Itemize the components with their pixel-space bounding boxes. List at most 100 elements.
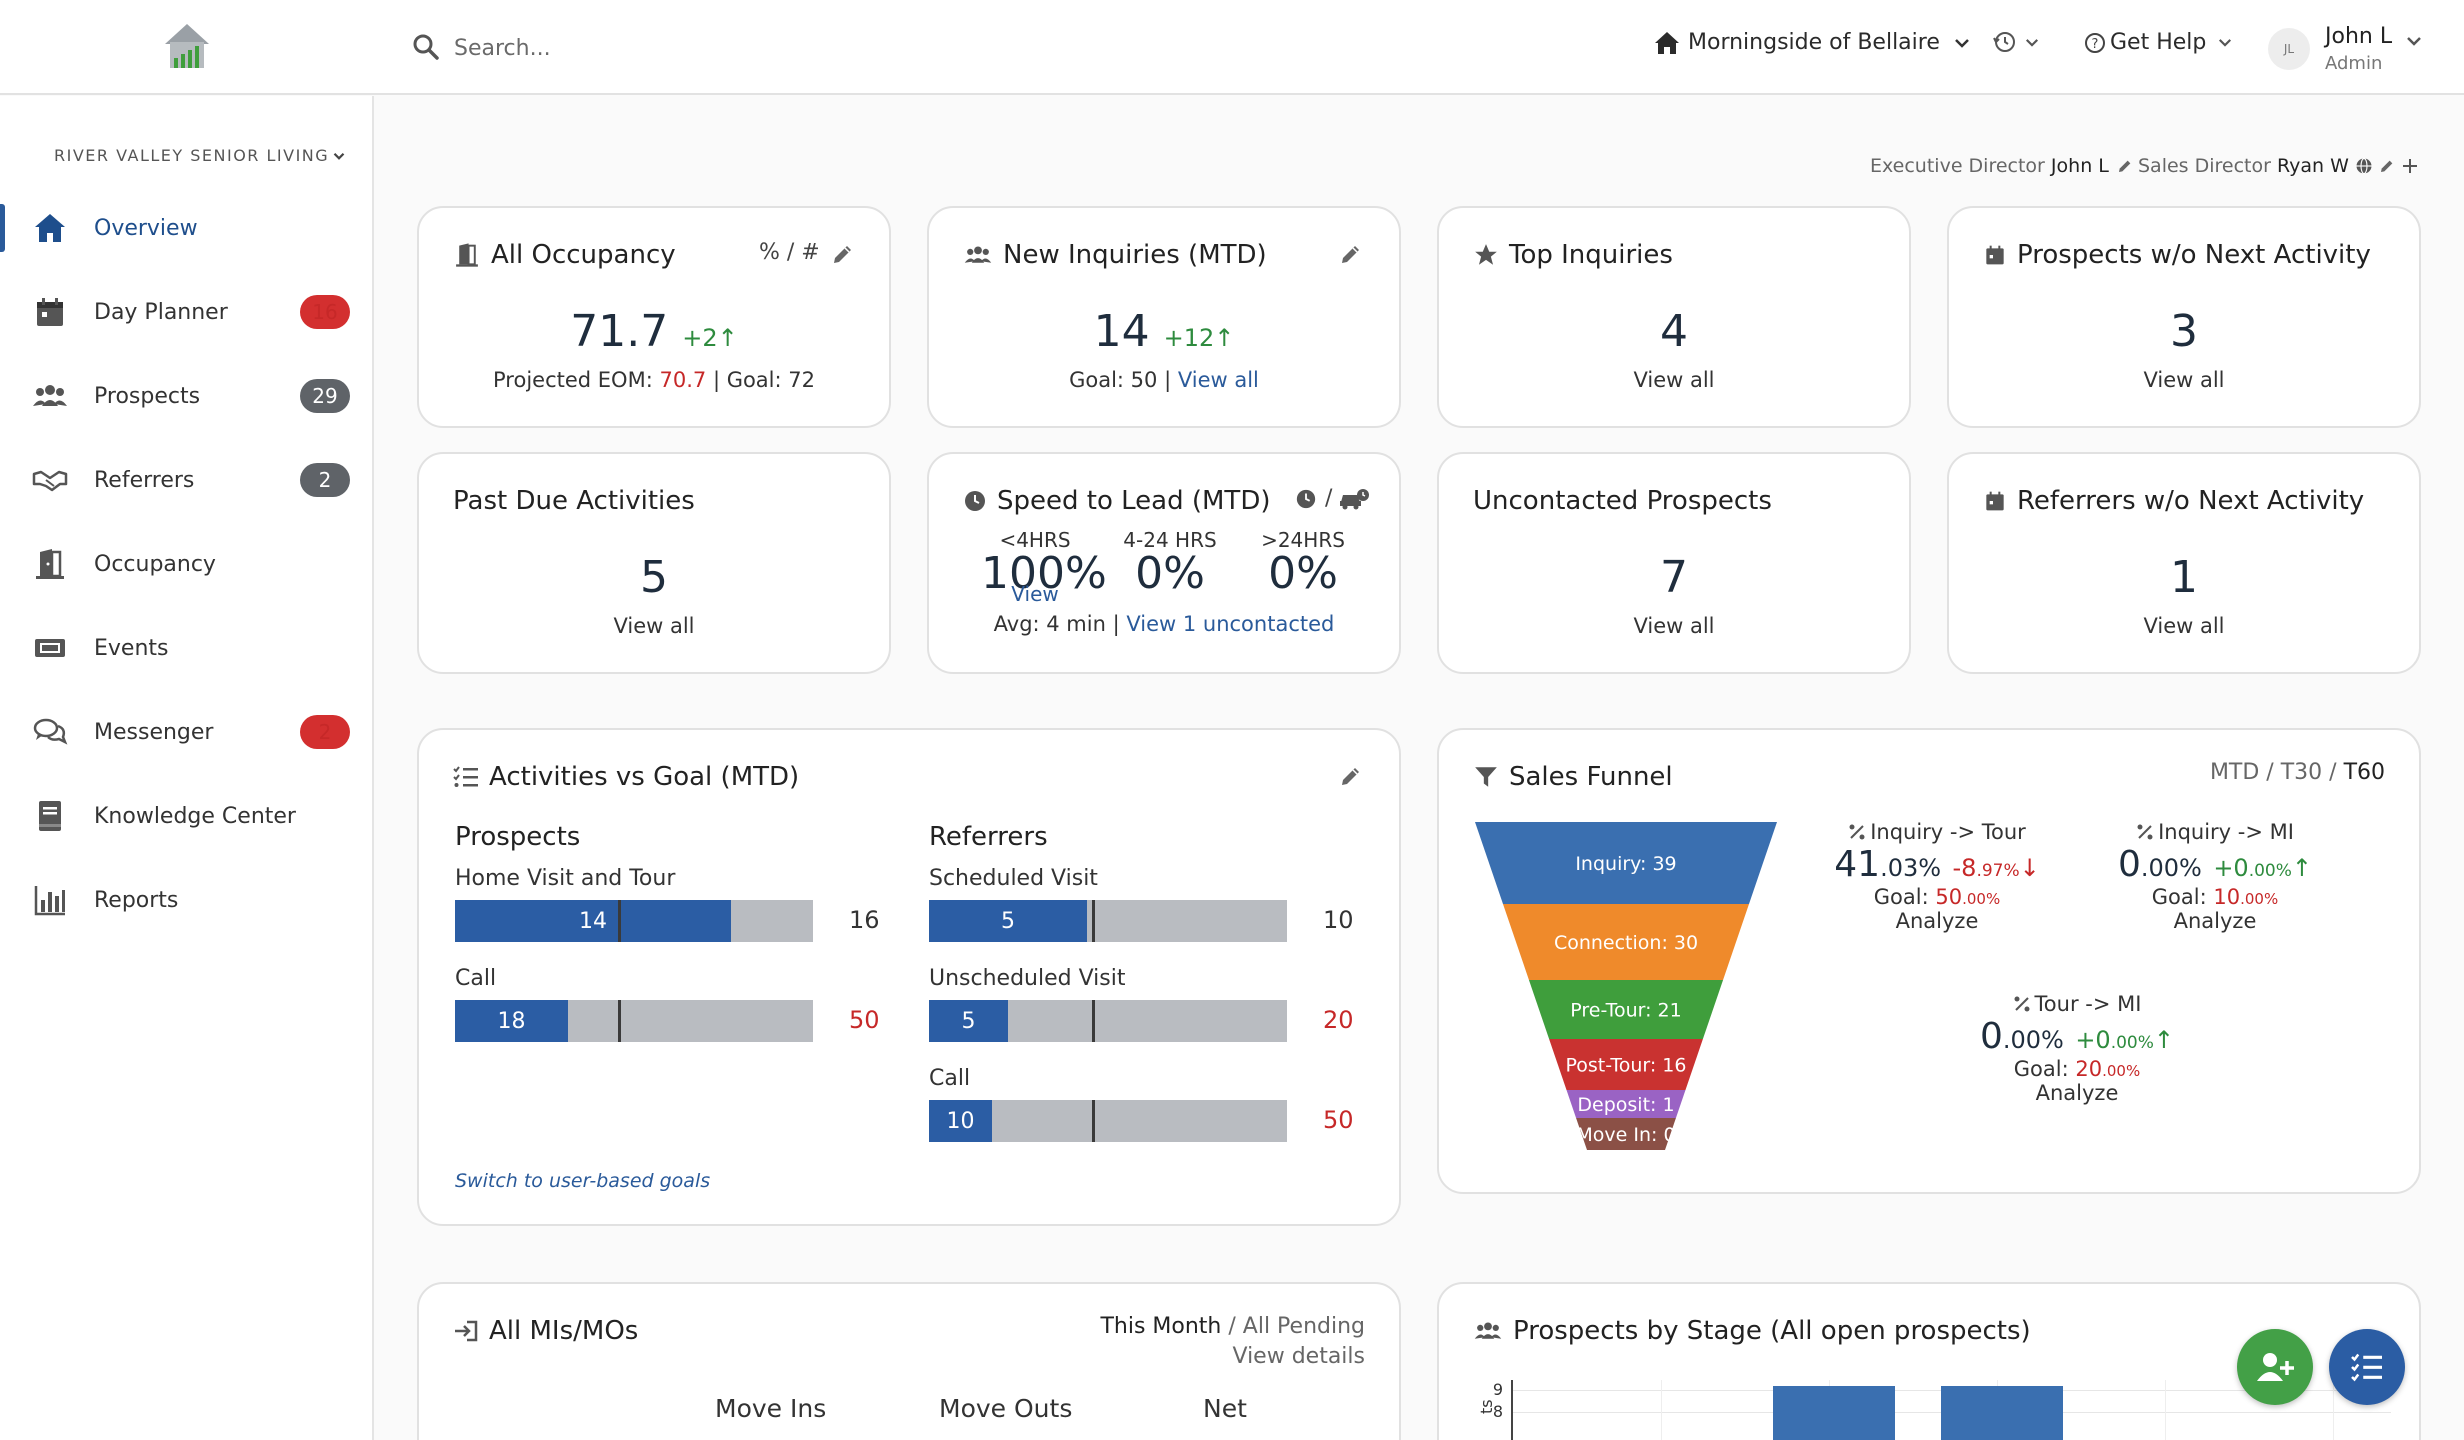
- sidebar-item-occupancy[interactable]: Occupancy: [0, 534, 372, 594]
- clock-icon[interactable]: [1295, 488, 1317, 510]
- card-past-due-activities: Past Due Activities 5 View all: [417, 452, 891, 674]
- funnel-stage[interactable]: [1566, 1090, 1686, 1118]
- sidebar-item-events[interactable]: Events: [0, 618, 372, 678]
- activity-goal-value: 16: [849, 906, 880, 934]
- mimo-this-month[interactable]: This Month: [1100, 1314, 1222, 1339]
- tasks-button[interactable]: [2329, 1329, 2405, 1405]
- sidebar-item-knowledge-center[interactable]: Knowledge Center: [0, 786, 372, 846]
- car-clock-icon[interactable]: [1339, 488, 1369, 510]
- pencil-icon[interactable]: [831, 242, 855, 266]
- prospects-no-activity-value: 3: [2170, 306, 2198, 357]
- funnel-stage[interactable]: [1576, 1118, 1676, 1150]
- switch-user-goals-link[interactable]: Switch to user-based goals: [455, 1170, 711, 1192]
- pencil-icon[interactable]: [1339, 242, 1363, 266]
- card-title: New Inquiries (MTD): [963, 240, 1267, 270]
- activity-progress-bar[interactable]: 5: [929, 1000, 1287, 1042]
- get-help-button[interactable]: ? Get Help: [2084, 30, 2232, 55]
- stage-bar[interactable]: [1941, 1386, 2063, 1440]
- stage-chart-area: 9 8: [1473, 1380, 2413, 1440]
- divider-slash: /: [1325, 486, 1333, 511]
- pencil-icon[interactable]: [1339, 764, 1363, 788]
- sidebar-item-label: Day Planner: [94, 299, 228, 325]
- activity-progress-fill: 10: [929, 1100, 992, 1142]
- mimo-all-pending[interactable]: All Pending: [1242, 1314, 1365, 1339]
- activity-progress-bar[interactable]: 10: [929, 1100, 1287, 1142]
- executive-director[interactable]: Executive Director John L: [1870, 155, 2133, 177]
- card-all-mis-mos: All MIs/MOs This Month / All Pending Vie…: [417, 1282, 1401, 1440]
- sidebar-item-day-planner[interactable]: Day Planner 16: [0, 282, 372, 342]
- door-icon: [456, 243, 478, 267]
- sidebar-item-label: Knowledge Center: [94, 803, 296, 829]
- user-name[interactable]: John L: [2325, 24, 2393, 49]
- funnel-stage-label: Inquiry: 39: [1575, 853, 1676, 875]
- inquiries-view-all-link[interactable]: View all: [1177, 368, 1259, 392]
- mimo-col-move-ins: Move Ins: [715, 1394, 827, 1423]
- funnel-stage[interactable]: [1528, 980, 1724, 1039]
- sidebar-item-prospects[interactable]: Prospects 29: [0, 366, 372, 426]
- sidebar-item-referrers[interactable]: Referrers 2: [0, 450, 372, 510]
- uncontacted-view-all-link[interactable]: View all: [1633, 614, 1715, 638]
- card-title: Uncontacted Prospects: [1473, 486, 1772, 516]
- analyze-inquiry-mi-link[interactable]: Analyze: [2173, 909, 2257, 933]
- card-prospects-no-activity: Prospects w/o Next Activity 3 View all: [1947, 206, 2421, 428]
- uncontacted-value: 7: [1660, 552, 1688, 603]
- chevron-down-icon: [333, 152, 345, 160]
- community-selector[interactable]: Morningside of Bellaire: [1654, 30, 1970, 55]
- prospects-no-activity-view-all-link[interactable]: View all: [2143, 368, 2225, 392]
- percent-count-toggle[interactable]: % / #: [759, 240, 820, 265]
- bar-chart-icon: [34, 886, 65, 916]
- home-icon: [35, 214, 65, 242]
- door-icon: [36, 549, 64, 579]
- period-mtd[interactable]: MTD: [2209, 760, 2260, 785]
- mimo-view-details-link[interactable]: View details: [1232, 1344, 1366, 1369]
- speed-view-link[interactable]: View: [1011, 582, 1059, 606]
- plus-icon[interactable]: [2402, 158, 2418, 174]
- avatar[interactable]: JL: [2268, 28, 2310, 70]
- pencil-icon[interactable]: [2379, 158, 2395, 174]
- user-plus-icon: [2257, 1353, 2294, 1381]
- sidebar-item-messenger[interactable]: Messenger 2: [0, 702, 372, 762]
- search-icon: [413, 34, 439, 60]
- top-inquiries-view-all-link[interactable]: View all: [1633, 368, 1715, 392]
- home-logo-icon[interactable]: [162, 22, 212, 72]
- conversion-inquiry-mi: Inquiry -> MI 0.00% +0.00%↑ Goal: 10.00%…: [2095, 820, 2335, 933]
- org-selector[interactable]: RIVER VALLEY SENIOR LIVING: [54, 146, 345, 165]
- card-title: Sales Funnel: [1473, 762, 1673, 792]
- sidebar-item-reports[interactable]: Reports: [0, 870, 372, 930]
- org-name: RIVER VALLEY SENIOR LIVING: [54, 146, 330, 165]
- card-title: All Occupancy: [453, 240, 676, 270]
- speed-col-under-4: <4HRS 100%: [981, 528, 1107, 599]
- funnel-stage[interactable]: [1549, 1039, 1703, 1090]
- add-prospect-button[interactable]: [2237, 1329, 2313, 1405]
- referrers-badge: 2: [300, 463, 350, 497]
- conversion-inquiry-tour: Inquiry -> Tour 41.03% -8.97%↓ Goal: 50.…: [1817, 820, 2057, 933]
- search-input[interactable]: [454, 28, 954, 68]
- analyze-inquiry-tour-link[interactable]: Analyze: [1895, 909, 1979, 933]
- sidebar-item-overview[interactable]: Overview: [0, 198, 372, 258]
- prospects-badge: 29: [300, 379, 350, 413]
- funnel-stage[interactable]: [1475, 822, 1777, 904]
- activity-progress-bar[interactable]: 18: [455, 1000, 813, 1042]
- past-due-view-all-link[interactable]: View all: [613, 614, 695, 638]
- chevron-down-icon[interactable]: [2406, 36, 2422, 46]
- pencil-icon[interactable]: [2117, 158, 2133, 174]
- activity-progress-bar[interactable]: 5: [929, 900, 1287, 942]
- analyze-tour-mi-link[interactable]: Analyze: [2035, 1081, 2119, 1105]
- view-uncontacted-link[interactable]: View 1 uncontacted: [1126, 612, 1335, 636]
- activity-goal-value: 50: [1323, 1106, 1354, 1134]
- percent-icon: [2014, 996, 2030, 1012]
- svg-text:?: ?: [2092, 37, 2099, 52]
- funnel-stage[interactable]: [1503, 904, 1749, 980]
- activity-label: Scheduled Visit: [929, 866, 1098, 891]
- period-toggle: MTD / T30 / T60: [2209, 760, 2385, 785]
- history-button[interactable]: [1993, 30, 2039, 54]
- period-t30[interactable]: T30: [2280, 760, 2323, 785]
- stage-bar[interactable]: [1773, 1386, 1895, 1440]
- funnel-stage-label: Deposit: 1: [1577, 1094, 1674, 1116]
- period-t60[interactable]: T60: [2343, 760, 2385, 785]
- sales-director[interactable]: Sales Director Ryan W: [2138, 155, 2395, 177]
- checklist-icon: [2351, 1353, 2382, 1382]
- referrers-no-activity-view-all-link[interactable]: View all: [2143, 614, 2225, 638]
- activity-progress-bar[interactable]: 14: [455, 900, 813, 942]
- sign-in-icon: [455, 1320, 478, 1342]
